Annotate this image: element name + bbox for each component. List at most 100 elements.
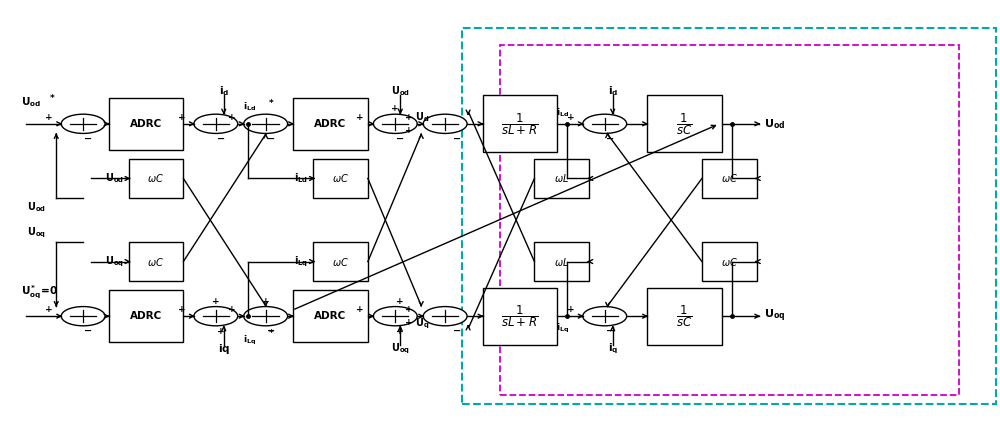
Text: +: + (228, 113, 236, 122)
Text: $\mathbf{U_{od}}$: $\mathbf{U_{od}}$ (21, 95, 41, 109)
Bar (313, 159, 368, 198)
Text: +: + (356, 113, 363, 122)
Text: $\mathbf{*}$: $\mathbf{*}$ (268, 327, 274, 336)
Text: $\omega L$: $\omega L$ (554, 256, 569, 268)
Text: +: + (356, 305, 363, 314)
Circle shape (583, 307, 627, 326)
Bar (702, 242, 757, 281)
Text: $\mathbf{U_{od}}$: $\mathbf{U_{od}}$ (391, 84, 410, 98)
Text: ADRC: ADRC (314, 119, 347, 129)
Bar (109, 98, 183, 150)
Text: $\omega C$: $\omega C$ (721, 172, 738, 184)
Text: ADRC: ADRC (130, 311, 162, 321)
Text: +: + (396, 326, 404, 336)
Circle shape (373, 114, 417, 133)
Text: +: + (178, 113, 186, 122)
Text: +: + (45, 305, 53, 314)
Text: $\mathbf{U_d}$: $\mathbf{U_d}$ (415, 110, 429, 124)
Text: +: + (567, 113, 575, 122)
Bar (293, 290, 368, 342)
Circle shape (61, 307, 105, 326)
Text: $\omega C$: $\omega C$ (332, 256, 349, 268)
Bar (702, 159, 757, 198)
Circle shape (244, 307, 288, 326)
Circle shape (423, 114, 467, 133)
Text: $\mathbf{U_{od}}$: $\mathbf{U_{od}}$ (27, 200, 46, 214)
Bar (313, 242, 368, 281)
Circle shape (61, 114, 105, 133)
Circle shape (583, 114, 627, 133)
Text: $\mathbf{*}$: $\mathbf{*}$ (49, 92, 56, 101)
Bar (647, 95, 722, 152)
Text: −: − (84, 326, 92, 336)
Text: $\mathbf{U_{oq}^*\!=\!0}$: $\mathbf{U_{oq}^*\!=\!0}$ (21, 283, 58, 301)
Bar (534, 242, 589, 281)
Bar (500, 45, 959, 395)
Text: −: − (453, 134, 461, 144)
Text: $\mathbf{i_{Ld}}$: $\mathbf{i_{Ld}}$ (294, 172, 308, 185)
Bar (129, 159, 183, 198)
Bar (462, 28, 996, 403)
Text: ADRC: ADRC (314, 311, 347, 321)
Text: ADRC: ADRC (130, 119, 162, 129)
Bar (293, 98, 368, 150)
Text: +: + (45, 113, 53, 122)
Text: $\mathbf{U_{od}}$: $\mathbf{U_{od}}$ (105, 172, 124, 185)
Text: +: + (228, 305, 236, 314)
Bar (647, 288, 722, 345)
Text: −: − (453, 326, 461, 336)
Text: $\mathbf{U_{oq}}$: $\mathbf{U_{oq}}$ (27, 226, 46, 240)
Text: −: − (217, 134, 225, 144)
Bar (483, 95, 557, 152)
Text: +: + (405, 113, 413, 122)
Text: −: − (606, 134, 614, 144)
Bar (483, 288, 557, 345)
Text: −: − (606, 326, 614, 336)
Text: $\mathbf{i_{Lq}}$: $\mathbf{i_{Lq}}$ (556, 322, 569, 335)
Text: $\dfrac{1}{sL+R}$: $\dfrac{1}{sL+R}$ (501, 303, 539, 329)
Text: $\mathbf{U_{oq}}$: $\mathbf{U_{oq}}$ (391, 342, 410, 356)
Circle shape (423, 307, 467, 326)
Text: $\mathbf{i_{Ld}}$: $\mathbf{i_{Ld}}$ (556, 106, 569, 119)
Text: +: + (405, 318, 413, 327)
Text: −: − (267, 326, 275, 336)
Text: +: + (178, 305, 186, 314)
Text: $\mathbf{U_{oq}}$: $\mathbf{U_{oq}}$ (105, 254, 124, 269)
Text: $\dfrac{1}{sL+R}$: $\dfrac{1}{sL+R}$ (501, 111, 539, 137)
Text: +: + (405, 126, 413, 135)
Text: $\mathbf{iq}$: $\mathbf{iq}$ (218, 342, 230, 356)
Text: $\mathbf{U_q}$: $\mathbf{U_q}$ (415, 317, 429, 331)
Text: +: + (396, 297, 404, 306)
Text: $\omega C$: $\omega C$ (147, 256, 164, 268)
Text: $\mathbf{U_{oq}}$: $\mathbf{U_{oq}}$ (764, 308, 786, 324)
Text: −: − (267, 134, 275, 144)
Text: +: + (217, 326, 225, 336)
Text: +: + (391, 104, 399, 114)
Circle shape (373, 307, 417, 326)
Text: $\omega C$: $\omega C$ (721, 256, 738, 268)
Text: $\omega L$: $\omega L$ (554, 172, 569, 184)
Text: $\mathbf{i_{Ld}}$: $\mathbf{i_{Ld}}$ (243, 100, 256, 113)
Circle shape (244, 114, 288, 133)
Text: $\mathbf{*}$: $\mathbf{*}$ (268, 97, 274, 106)
Text: $\omega C$: $\omega C$ (332, 172, 349, 184)
Text: $\mathbf{i_{Lq}}$: $\mathbf{i_{Lq}}$ (243, 334, 256, 347)
Bar (534, 159, 589, 198)
Text: +: + (262, 297, 269, 306)
Text: $\mathbf{i_q}$: $\mathbf{i_q}$ (608, 342, 618, 356)
Text: $\dfrac{1}{sC}$: $\dfrac{1}{sC}$ (676, 111, 693, 137)
Text: $\mathbf{i_d}$: $\mathbf{i_d}$ (219, 84, 229, 98)
Text: $\mathbf{i_{Lq}}$: $\mathbf{i_{Lq}}$ (294, 254, 308, 269)
Text: +: + (212, 297, 220, 306)
Text: +: + (405, 305, 413, 314)
Text: −: − (84, 134, 92, 144)
Text: $\omega C$: $\omega C$ (147, 172, 164, 184)
Bar (129, 242, 183, 281)
Circle shape (194, 307, 238, 326)
Text: $\mathbf{U_{od}}$: $\mathbf{U_{od}}$ (764, 117, 786, 131)
Text: $\mathbf{i_d}$: $\mathbf{i_d}$ (608, 84, 618, 98)
Circle shape (194, 114, 238, 133)
Bar (109, 290, 183, 342)
Text: −: − (396, 134, 404, 144)
Text: $\dfrac{1}{sC}$: $\dfrac{1}{sC}$ (676, 303, 693, 329)
